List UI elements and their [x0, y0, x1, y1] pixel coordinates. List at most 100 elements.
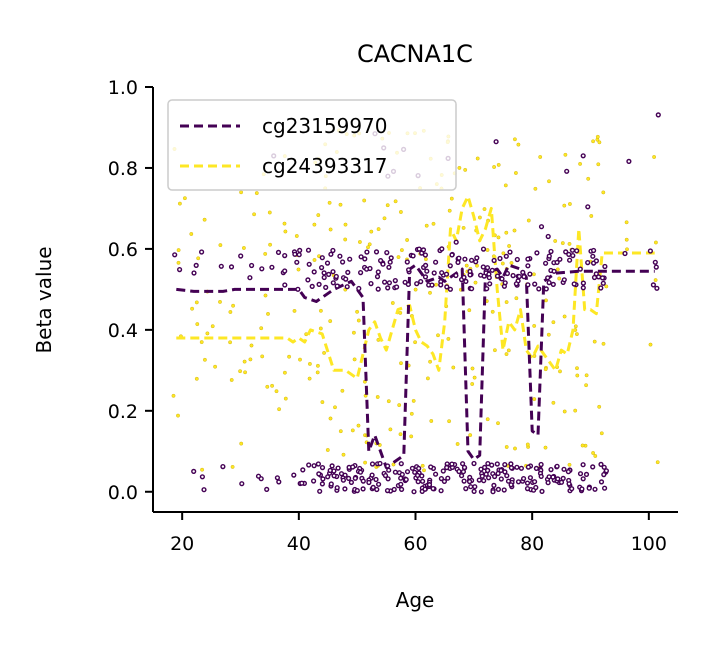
- point-cg23159970: [455, 259, 461, 265]
- point-cg23159970: [418, 279, 424, 285]
- trend-line-cg24393317: [176, 194, 655, 380]
- point-cg24393317: [238, 369, 243, 374]
- point-cg23159970: [414, 281, 420, 287]
- point-cg23159970: [538, 473, 544, 479]
- point-cg24393317: [366, 245, 370, 250]
- point-cg23159970: [499, 276, 505, 282]
- point-cg23159970: [532, 281, 538, 287]
- point-cg23159970: [311, 478, 317, 484]
- point-cg24393317: [584, 373, 589, 378]
- point-cg23159970: [650, 282, 656, 288]
- point-cg23159970: [352, 475, 358, 481]
- point-cg23159970: [460, 469, 466, 475]
- point-cg24393317: [485, 417, 490, 422]
- point-cg23159970: [324, 260, 331, 266]
- point-cg24393317: [422, 468, 426, 473]
- point-cg24393317: [322, 350, 326, 355]
- point-cg23159970: [515, 479, 522, 485]
- point-cg23159970: [538, 461, 544, 468]
- point-cg23159970: [326, 271, 332, 277]
- point-cg24393317: [409, 411, 414, 416]
- point-cg24393317: [398, 210, 403, 214]
- point-cg23159970: [449, 252, 455, 258]
- point-cg23159970: [443, 271, 450, 277]
- y-tick-label: 0.0: [108, 482, 138, 504]
- point-cg23159970: [334, 283, 340, 289]
- point-cg24393317: [428, 290, 432, 295]
- point-cg23159970: [386, 280, 392, 286]
- point-cg23159970: [385, 463, 391, 469]
- point-cg23159970: [585, 260, 591, 266]
- point-cg23159970: [276, 479, 282, 485]
- point-cg23159970: [590, 464, 596, 470]
- point-cg24393317: [507, 244, 511, 248]
- point-cg23159970: [524, 486, 531, 492]
- point-cg23159970: [419, 473, 425, 479]
- point-cg24393317: [496, 162, 501, 167]
- point-cg24393317: [312, 258, 317, 262]
- point-cg24393317: [315, 363, 320, 368]
- point-cg24393317: [318, 326, 323, 331]
- point-cg24393317: [199, 340, 204, 344]
- point-cg23159970: [545, 233, 551, 240]
- point-cg24393317: [573, 324, 578, 329]
- point-cg23159970: [374, 274, 381, 280]
- point-cg24393317: [420, 463, 425, 468]
- point-cg24393317: [470, 382, 475, 386]
- point-cg24393317: [397, 403, 402, 407]
- point-cg24393317: [557, 276, 562, 281]
- point-cg23159970: [462, 256, 468, 262]
- point-cg23159970: [536, 286, 542, 292]
- point-cg23159970: [404, 469, 411, 475]
- point-cg23159970: [558, 479, 565, 485]
- point-cg24393317: [241, 246, 246, 250]
- point-cg23159970: [468, 484, 474, 490]
- point-cg23159970: [525, 256, 531, 262]
- point-cg23159970: [220, 464, 226, 470]
- point-cg23159970: [502, 469, 508, 475]
- point-cg23159970: [264, 486, 270, 492]
- point-cg23159970: [518, 465, 524, 471]
- point-cg23159970: [524, 480, 531, 486]
- point-cg24393317: [177, 201, 182, 206]
- point-cg23159970: [295, 286, 301, 292]
- point-cg24393317: [340, 388, 345, 393]
- point-cg23159970: [463, 486, 469, 492]
- point-cg23159970: [583, 471, 590, 477]
- point-cg23159970: [489, 267, 495, 273]
- point-cg23159970: [201, 487, 207, 493]
- point-cg23159970: [386, 467, 392, 473]
- point-cg23159970: [319, 265, 325, 271]
- point-cg23159970: [487, 281, 493, 287]
- point-cg24393317: [555, 267, 560, 272]
- point-cg24393317: [624, 237, 629, 242]
- point-cg24393317: [468, 433, 473, 437]
- point-cg23159970: [580, 285, 586, 291]
- point-cg24393317: [547, 179, 551, 184]
- point-cg23159970: [586, 485, 592, 491]
- point-cg24393317: [231, 303, 236, 308]
- point-cg24393317: [194, 376, 199, 381]
- point-cg23159970: [521, 274, 527, 280]
- point-cg23159970: [461, 478, 467, 484]
- point-cg23159970: [374, 486, 380, 493]
- point-cg23159970: [513, 281, 519, 287]
- point-cg24393317: [562, 203, 567, 208]
- point-cg23159970: [459, 473, 465, 479]
- point-cg23159970: [508, 482, 514, 488]
- point-cg23159970: [420, 247, 427, 253]
- point-cg23159970: [492, 473, 498, 480]
- point-cg23159970: [490, 489, 496, 495]
- point-cg23159970: [525, 464, 531, 470]
- point-cg24393317: [228, 310, 233, 314]
- point-cg24393317: [624, 220, 629, 225]
- point-cg24393317: [475, 263, 479, 268]
- point-cg24393317: [282, 370, 287, 375]
- point-cg23159970: [315, 461, 321, 467]
- point-cg23159970: [561, 277, 567, 283]
- point-cg23159970: [362, 256, 368, 262]
- point-cg23159970: [388, 255, 394, 261]
- point-cg24393317: [595, 134, 600, 139]
- point-cg24393317: [562, 409, 567, 414]
- point-cg24393317: [351, 330, 356, 335]
